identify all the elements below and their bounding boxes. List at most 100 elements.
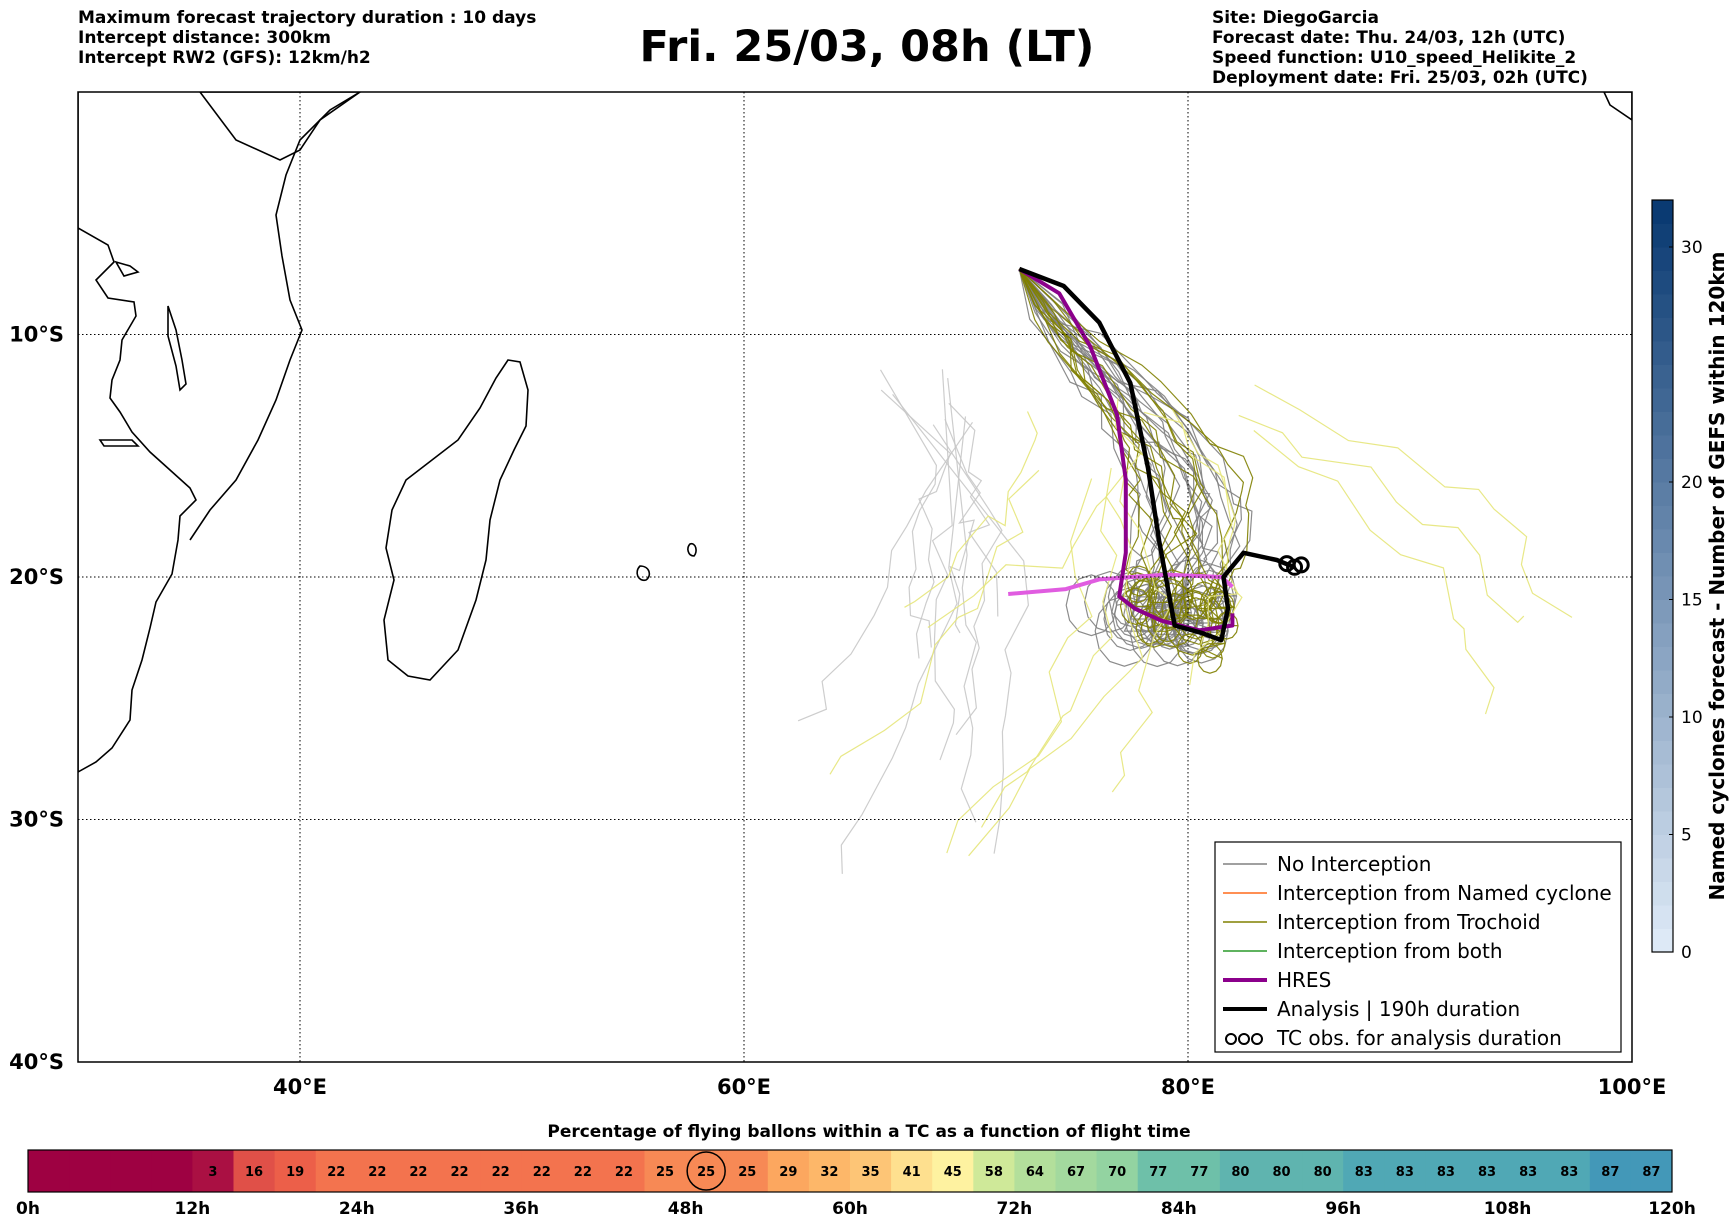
legend-label: Interception from Named cyclone (1277, 881, 1612, 905)
ensemble-track (879, 369, 938, 648)
lat-tick-labels: 10°S 20°S 30°S 40°S (9, 323, 64, 1075)
colorbar-segment (1652, 223, 1673, 248)
colorbar-cell (1137, 1150, 1180, 1192)
legend: No Interception Interception from Named c… (1214, 841, 1622, 1053)
colorbar-cell (110, 1150, 152, 1192)
header-right-line: Deployment date: Fri. 25/03, 02h (UTC) (1212, 68, 1588, 88)
ensemble-trajectories (797, 268, 1573, 874)
ensemble-track (1018, 268, 1214, 640)
colorbar-cell (28, 1150, 70, 1192)
ensemble-track (1018, 268, 1238, 652)
colorbar-cell (1507, 1150, 1550, 1192)
colorbar-segment (1652, 364, 1673, 389)
colorbar-cell-value: 32 (820, 1165, 838, 1180)
ensemble-track (948, 402, 999, 617)
colorbar-bottom-tick-label: 84h (1161, 1199, 1197, 1219)
colorbar-cell (1302, 1150, 1344, 1192)
coastline-africa (78, 92, 197, 773)
colorbar-cell-value: 41 (903, 1165, 921, 1180)
colorbar-cell-value: 16 (245, 1165, 263, 1180)
colorbar-segment (1652, 905, 1673, 929)
tc-obs-loop (1292, 556, 1310, 574)
colorbar-segment (1652, 341, 1673, 365)
legend-loops-icon (1251, 1033, 1263, 1045)
colorbar-bottom-tick-label: 36h (503, 1199, 539, 1219)
colorbar-bottom-tick-label: 24h (339, 1199, 375, 1219)
ensemble-track (1018, 268, 1198, 626)
hres-track (1018, 267, 1235, 633)
ensemble-track (829, 469, 1040, 775)
header-right-line: Forecast date: Thu. 24/03, 12h (UTC) (1212, 28, 1566, 48)
ensemble-track (931, 369, 956, 761)
colorbar-bottom-frame (27, 1149, 1673, 1193)
colorbar-cell-value: 83 (1519, 1165, 1537, 1180)
colorbar-cell (233, 1150, 276, 1192)
colorbar-segment (1652, 623, 1673, 647)
colorbar-cell-value: 77 (1190, 1165, 1208, 1180)
colorbar-cell-value: 83 (1396, 1165, 1414, 1180)
colorbar-cell (644, 1150, 687, 1192)
ensemble-track (1018, 268, 1238, 629)
colorbar-segment (1652, 388, 1673, 412)
ensemble-track (1018, 268, 1236, 625)
lat-tick-label: 20°S (9, 565, 64, 589)
ensemble-track (947, 378, 977, 823)
ensemble-track (797, 421, 973, 722)
colorbar-cell-value: 25 (738, 1165, 756, 1180)
colorbar-bottom-tick-label: 72h (997, 1199, 1033, 1219)
colorbar-cell-value: 58 (985, 1165, 1003, 1180)
colorbar-cell-value: 83 (1355, 1165, 1373, 1180)
coastline-sumatra (1603, 92, 1632, 121)
colorbar-segment (1652, 576, 1673, 600)
colorbar-cell (850, 1150, 892, 1192)
colorbar-cell (562, 1150, 604, 1192)
coastline-reunion (687, 542, 697, 557)
colorbar-cell (603, 1150, 645, 1192)
colorbar-cell-value: 77 (1149, 1165, 1167, 1180)
coastlines (78, 92, 1632, 773)
colorbar-label: Named cyclones forecast - Number of GEFS… (1705, 252, 1729, 901)
legend-loops-icon (1225, 1033, 1237, 1045)
colorbar-cell (151, 1150, 193, 1192)
colorbar-segment (1652, 811, 1673, 835)
colorbar-segment (1652, 599, 1673, 624)
colorbar-segment (1652, 834, 1673, 859)
ensemble-track (1018, 268, 1217, 624)
colorbar-cell-value: 87 (1601, 1165, 1619, 1180)
colorbar-bottom-tick-label: 48h (668, 1199, 704, 1219)
colorbar-cell (192, 1150, 234, 1192)
colorbar-segment (1652, 552, 1673, 577)
colorbar-cell (1630, 1150, 1673, 1192)
colorbar-cell (1261, 1150, 1303, 1192)
percentage-colorbar: Percentage of flying ballons within a TC… (16, 1122, 1696, 1219)
lon-tick-label: 40°E (273, 1075, 327, 1099)
coastline-madagascar (383, 359, 529, 681)
colorbar-cell (69, 1150, 111, 1192)
colorbar-tick-label: 15 (1681, 591, 1703, 611)
colorbar-bottom-tick-label: 96h (1325, 1199, 1361, 1219)
ensemble-track (1018, 268, 1211, 633)
colorbar-cell-value: 22 (533, 1165, 551, 1180)
lat-tick-label: 30°S (9, 808, 64, 832)
colorbar-cell-value: 83 (1437, 1165, 1455, 1180)
colorbar-cell (1055, 1150, 1098, 1192)
colorbar-tick-label: 5 (1681, 826, 1692, 846)
colorbar-segment (1652, 458, 1673, 483)
colorbar-segment (1652, 294, 1673, 318)
colorbar-segment (1652, 529, 1673, 553)
colorbar-frame (1651, 199, 1674, 953)
colorbar-cell (1178, 1150, 1221, 1192)
header-right-line: Speed function: U10_speed_Helikite_2 (1212, 48, 1577, 68)
colorbar-segment (1652, 411, 1673, 436)
header-left-info: Maximum forecast trajectory duration : 1… (78, 8, 536, 68)
colorbar-cell (1219, 1150, 1262, 1192)
colorbar-current-marker (686, 1151, 726, 1191)
colorbar-cell (274, 1150, 317, 1192)
colorbar-segment (1652, 200, 1673, 224)
ensemble-track (1111, 477, 1175, 793)
colorbar-cell (1466, 1150, 1509, 1192)
ensemble-track (1018, 268, 1156, 611)
coastline-lake-2 (98, 439, 140, 447)
header-right-info: Site: DiegoGarcia Forecast date: Thu. 24… (1212, 8, 1588, 88)
